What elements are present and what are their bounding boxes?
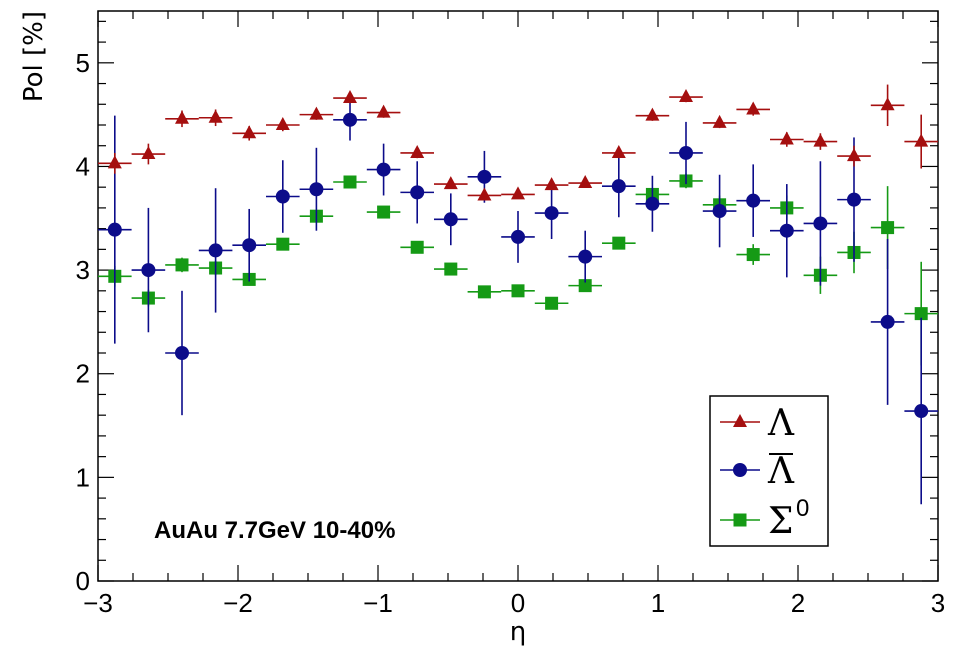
data-point [410, 144, 425, 158]
y-axis-title: Pol [%] [19, 11, 49, 102]
x-tick-label: 1 [651, 588, 665, 618]
data-point [914, 404, 929, 419]
data-point [746, 101, 761, 115]
data-point [309, 182, 324, 197]
y-tick-label: 2 [76, 359, 90, 389]
data-point [881, 221, 895, 235]
data-point [578, 249, 593, 264]
data-point [545, 296, 559, 310]
data-point [544, 206, 559, 221]
series-square [98, 173, 938, 366]
legend-marker [733, 513, 747, 527]
x-tick-label: −3 [83, 588, 113, 618]
data-point [477, 285, 491, 299]
x-tick-label: 0 [511, 588, 525, 618]
x-tick-label: 3 [931, 588, 945, 618]
y-tick-label: 1 [76, 462, 90, 492]
data-point [511, 186, 525, 200]
data-point [511, 284, 525, 298]
data-point [611, 144, 626, 158]
data-point [612, 236, 626, 250]
x-tick-label: 2 [791, 588, 805, 618]
data-series [98, 84, 938, 505]
data-point [444, 262, 458, 276]
data-point [275, 189, 290, 204]
y-tick-label: 0 [76, 566, 90, 596]
data-point [309, 106, 324, 120]
data-point [779, 131, 794, 145]
data-point [141, 263, 156, 278]
data-point [578, 175, 593, 189]
y-tick-label: 3 [76, 255, 90, 285]
legend: ΛΛΣ 0 [709, 395, 829, 547]
data-point [914, 133, 929, 147]
legend-entry: Λ [720, 451, 795, 492]
legend-label: Λ [767, 451, 795, 492]
data-point [578, 279, 592, 293]
data-point [847, 148, 861, 162]
y-tick-label: 4 [76, 151, 90, 181]
data-point [645, 196, 660, 211]
data-point [175, 110, 189, 124]
data-point [880, 314, 895, 329]
data-point [107, 155, 122, 169]
data-point [208, 243, 223, 258]
tick-labels: −3 −2 −1 0 1 2 3 0 1 2 3 4 5 [76, 48, 946, 618]
data-point [746, 248, 760, 262]
legend-marker [733, 414, 747, 427]
data-point [679, 89, 693, 103]
data-point [712, 114, 727, 128]
data-point [141, 146, 156, 160]
legend-box [709, 395, 829, 547]
legend-superscript: 0 [796, 495, 809, 522]
x-tick-label: −1 [363, 588, 393, 618]
x-tick-label: −2 [223, 588, 253, 618]
data-point [175, 346, 189, 360]
data-point [511, 229, 525, 244]
data-point [779, 223, 794, 238]
data-point [343, 90, 357, 104]
data-point [914, 307, 928, 321]
legend-marker [733, 463, 747, 477]
data-point [343, 175, 357, 189]
data-point [242, 238, 257, 253]
data-point [376, 162, 391, 177]
legend-label: Λ [767, 403, 795, 444]
data-point [712, 204, 727, 219]
data-point [275, 117, 290, 130]
x-axis-title: η [510, 617, 526, 647]
data-point [847, 192, 861, 207]
data-point [746, 193, 761, 208]
data-point [443, 176, 458, 190]
legend-entry: Λ [720, 403, 795, 444]
data-point [477, 169, 492, 184]
data-point [410, 185, 425, 200]
data-point [107, 222, 122, 237]
data-point [477, 187, 492, 201]
data-point [813, 133, 828, 147]
data-point [544, 177, 559, 191]
data-point [880, 97, 895, 111]
data-point [376, 104, 391, 118]
data-point [377, 205, 391, 219]
data-point [813, 216, 828, 231]
data-point [175, 258, 189, 272]
data-point [645, 107, 660, 121]
data-point [276, 237, 290, 251]
data-point [208, 109, 223, 123]
data-point [443, 212, 458, 227]
data-point [343, 112, 357, 127]
legend-label: Σ [768, 501, 793, 542]
series-triangle [98, 84, 938, 201]
collision-annotation: AuAu 7.7GeV 10-40% [154, 517, 395, 544]
data-point [242, 125, 257, 139]
y-tick-label: 5 [76, 48, 90, 78]
data-point [611, 179, 626, 194]
data-point [410, 240, 424, 254]
axis-ticks [97, 11, 939, 582]
data-point [679, 145, 693, 160]
series-circle [98, 99, 938, 505]
